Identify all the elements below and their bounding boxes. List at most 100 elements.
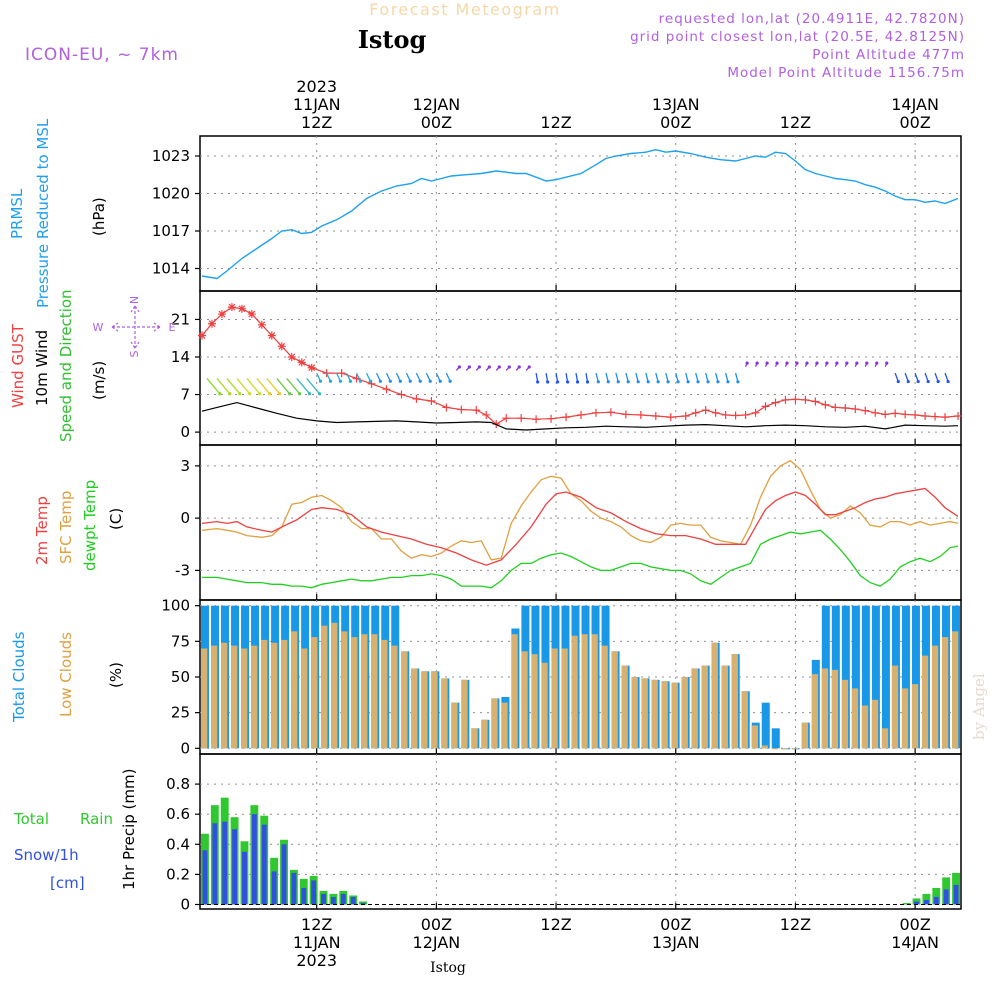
requested-coords: requested lon,lat (20.4911E, 42.7820N) — [659, 11, 965, 27]
gust-marker — [257, 320, 266, 329]
low-cloud-bar — [661, 681, 668, 749]
wind-direction-arrow — [206, 378, 221, 395]
total-cloud-bar — [901, 605, 910, 749]
low-cloud-bar — [851, 688, 859, 749]
y-tick-label: 0.2 — [166, 865, 190, 883]
snow-bar — [330, 896, 336, 905]
snow-bar — [202, 850, 208, 905]
gust-marker — [771, 398, 780, 407]
wind-arrow-head — [745, 361, 749, 365]
time-label: 11JAN — [293, 95, 341, 114]
low-cloud-bar — [221, 642, 228, 749]
precip-panel: 0 0.2 0.4 0.6 0.8 — [166, 753, 962, 913]
y-tick-label: 3 — [180, 457, 190, 475]
wind-arrow-head — [775, 361, 779, 365]
wind-arrow-head — [298, 392, 302, 396]
gust-marker — [681, 412, 690, 421]
gust-marker — [382, 385, 391, 394]
low-cloud-bar — [641, 678, 648, 749]
wind-direction-arrow — [296, 378, 311, 395]
snow-bar — [340, 893, 346, 905]
compass-south: S — [128, 350, 141, 357]
low-cloud-bar — [211, 645, 218, 749]
total-clouds-label: Total Clouds — [10, 631, 28, 723]
snow-bar — [301, 887, 307, 905]
low-cloud-bar — [831, 669, 839, 749]
cm-label: [cm] — [50, 874, 85, 892]
gust-marker — [412, 394, 421, 403]
low-cloud-bar — [281, 639, 288, 749]
gust-marker — [197, 331, 206, 340]
wind-arrow-head — [358, 379, 362, 383]
wind-arrow-head — [795, 361, 799, 365]
precip-unit: 1hr Precip (mm) — [120, 769, 138, 890]
low-cloud-bar — [271, 642, 278, 749]
snow-bar — [232, 829, 238, 905]
low-cloud-bar — [821, 668, 829, 749]
wind-arrow-head — [228, 392, 232, 396]
gust-marker — [711, 408, 720, 417]
low-cloud-bar — [461, 679, 468, 749]
wind-arrow-head — [585, 380, 590, 384]
gust-marker — [701, 406, 710, 415]
wind-arrow-head — [716, 380, 720, 384]
low-cloud-bar — [951, 631, 959, 749]
time-label: 12JAN — [413, 95, 461, 114]
low-cloud-bar — [901, 688, 909, 749]
snow-bar — [933, 896, 939, 905]
compass-west: W — [93, 321, 104, 334]
wind-arrow-head — [916, 379, 920, 384]
low-cloud-bar — [421, 671, 428, 749]
gust-marker — [457, 405, 466, 414]
low-cloud-bar — [391, 645, 398, 749]
gust-line — [201, 306, 959, 425]
wind-direction-arrow — [286, 378, 301, 395]
low-cloud-bar — [581, 634, 588, 749]
y-tick-label: 0 — [180, 895, 190, 913]
time-label: 00Z — [899, 113, 930, 132]
rain-bar — [902, 902, 911, 905]
snow-bar — [222, 821, 228, 905]
gust-marker — [821, 400, 830, 409]
wind-arrow-head — [575, 380, 580, 384]
low-cloud-bar — [301, 648, 308, 749]
wind-direction-arrow — [226, 378, 241, 395]
time-label: 2023 — [296, 77, 337, 96]
wind-arrow-head — [855, 361, 859, 365]
gust-marker — [781, 395, 790, 404]
low-cloud-bar — [531, 654, 538, 749]
time-label: 12JAN — [413, 933, 461, 952]
low-cloud-bar — [751, 725, 758, 749]
gust-marker — [666, 413, 675, 422]
wind-arrow-head — [517, 365, 521, 369]
snow-bar — [291, 872, 297, 905]
temp-sfc-label: SFC Temp — [57, 491, 75, 564]
gust-marker — [831, 403, 840, 412]
wind-arrow-head — [805, 361, 809, 365]
gust-marker — [891, 409, 900, 418]
wind-arrow-head — [926, 379, 930, 384]
low-cloud-bar — [451, 702, 458, 749]
gust-marker — [811, 397, 820, 406]
wind-arrow-head — [656, 380, 660, 384]
y-tick-label: 1014 — [152, 260, 190, 278]
wind-arrow-head — [497, 365, 501, 369]
gust-marker — [881, 410, 890, 419]
time-label: 11JAN — [293, 933, 341, 952]
gust-marker — [921, 412, 930, 421]
precip-frame — [199, 753, 962, 910]
time-label: 12Z — [301, 113, 332, 132]
low-cloud-bar — [931, 645, 939, 749]
time-label: 12Z — [301, 915, 332, 934]
gust-marker — [237, 304, 246, 313]
gust-marker — [532, 415, 541, 424]
y-tick-label: 14 — [171, 348, 190, 366]
low-cloud-bar — [791, 748, 799, 750]
total-cloud-bar — [871, 605, 880, 749]
wind-arrow-head — [815, 361, 819, 365]
gust-marker — [606, 408, 615, 417]
snow-bar — [271, 871, 277, 905]
snow-label: Snow/1h — [14, 846, 79, 864]
wind-arrow-head — [765, 361, 769, 365]
low-cloud-bar — [611, 651, 618, 749]
